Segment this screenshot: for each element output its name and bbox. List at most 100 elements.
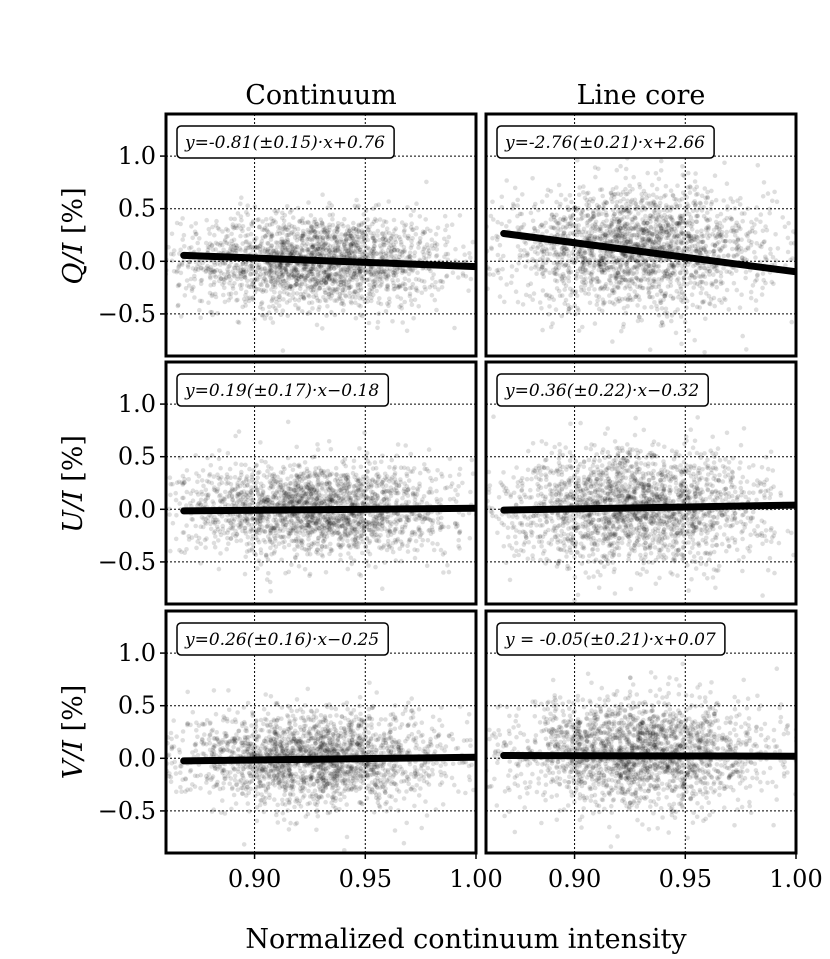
scatter-point [338,282,344,288]
scatter-point [255,491,261,497]
scatter-point [720,280,725,286]
scatter-point [653,284,658,290]
scatter-point [278,279,283,285]
scatter-point [588,252,594,258]
scatter-point [556,265,562,271]
scatter-point [633,215,638,221]
scatter-point [332,229,337,234]
scatter-point [307,268,313,274]
scatter-point [280,271,286,277]
scatter-point [624,284,629,289]
scatter-point [343,294,349,299]
scatter-point [358,281,364,287]
scatter-points [486,156,796,355]
row-label-q-main: Q/I [58,241,89,284]
scatter-point [298,283,304,289]
scatter-point [389,249,395,255]
scatter-point [327,526,333,531]
scatter-point [422,512,428,518]
scatter-point [385,519,391,525]
scatter-point [296,298,302,303]
scatter-point [287,531,292,537]
scatter-point [675,183,680,188]
scatter-point [219,270,224,276]
scatter-point [384,275,389,281]
scatter-point [295,226,301,232]
scatter-point [620,274,626,280]
scatter-point [599,187,605,192]
scatter-point [399,220,405,225]
scatter-point [279,274,285,279]
scatter-point [300,247,305,252]
scatter-point [698,251,704,256]
scatter-point [395,266,400,272]
scatter-point [388,248,394,254]
scatter-point [668,226,674,232]
scatter-point [662,294,668,299]
scatter-point [635,242,641,248]
scatter-point [667,271,673,276]
scatter-point [249,264,255,269]
scatter-point [378,250,384,255]
scatter-point [621,215,627,220]
scatter-point [703,249,709,255]
scatter-point [439,285,445,290]
scatter-point [678,239,684,244]
scatter-point [602,283,608,289]
scatter-point [745,245,750,250]
scatter-point [380,236,385,242]
scatter-point [723,297,728,303]
scatter-point [351,249,356,254]
scatter-point [663,292,668,297]
scatter-point [785,235,791,241]
scatter-point [306,300,312,306]
scatter-point [242,483,247,489]
scatter-point [301,292,306,297]
scatter-point [325,274,331,280]
scatter-point [294,250,299,256]
scatter-point [383,237,389,242]
scatter-point [594,235,600,240]
scatter-point [323,241,328,247]
scatter-point [283,224,289,230]
scatter-point [276,228,281,234]
scatter-point [658,236,664,241]
scatter-point [393,500,399,506]
scatter-point [635,242,641,247]
scatter-point [357,247,363,253]
scatter-point [446,569,452,575]
scatter-point [363,255,368,260]
scatter-point [294,291,300,296]
scatter-point [647,238,653,244]
scatter-point [649,232,655,237]
scatter-point [359,221,365,226]
scatter-point [544,229,549,234]
scatter-point [220,260,226,266]
scatter-point [568,215,573,221]
scatter-point [328,296,333,301]
scatter-point [637,314,642,320]
scatter-point [289,275,295,281]
scatter-point [236,320,242,325]
scatter-point [633,294,639,299]
scatter-point [346,247,352,253]
scatter-point [265,523,271,529]
scatter-point [231,248,236,253]
scatter-point [630,186,635,192]
scatter-point [670,218,676,223]
scatter-point [245,278,250,284]
scatter-point [296,487,302,492]
scatter-point [684,240,689,246]
scatter-point [614,273,619,279]
scatter-point [311,274,316,280]
scatter-point [628,235,634,241]
scatter-point [654,195,660,200]
scatter-point [596,294,602,300]
scatter-point [288,268,294,274]
scatter-point [191,284,196,290]
scatter-point [175,268,180,274]
scatter-point [668,243,674,249]
scatter-point [668,241,674,246]
scatter-point [338,501,344,506]
scatter-point [274,308,279,314]
